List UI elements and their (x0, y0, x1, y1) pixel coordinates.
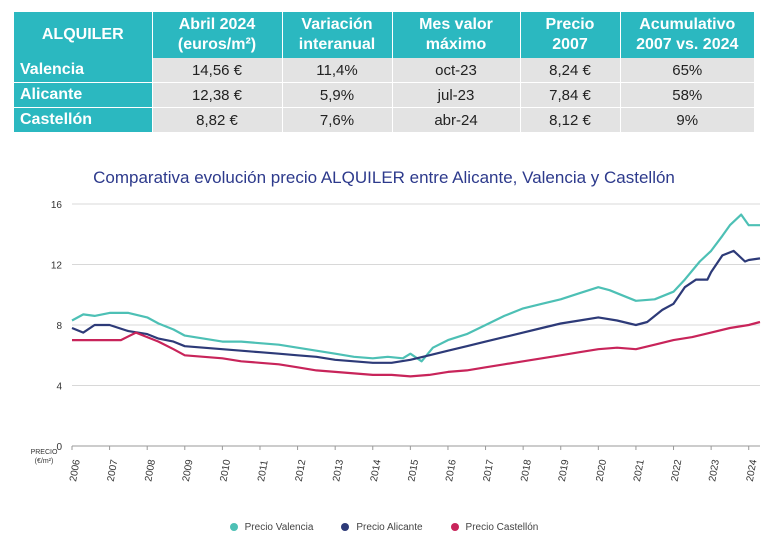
y-axis-label: (€/m²) (35, 458, 54, 465)
row-price: 8,82 € (152, 107, 283, 133)
x-tick-label: 2021 (632, 458, 647, 482)
series-line (71, 249, 761, 364)
x-tick-label: 2022 (670, 458, 685, 482)
legend-label: Precio Castellón (465, 522, 539, 533)
row-max-month: abr-24 (392, 107, 521, 133)
x-tick-label: 2008 (143, 458, 158, 482)
legend-dot-icon (450, 523, 459, 532)
legend-dot-icon (341, 523, 350, 532)
chart-title: Comparativa evolución precio ALQUILER en… (93, 168, 675, 187)
row-cumulative: 9% (620, 107, 754, 133)
row-price-2007: 8,12 € (520, 107, 621, 133)
x-tick-label: 2023 (707, 458, 722, 482)
x-tick-label: 2016 (444, 458, 459, 482)
y-tick-label: 0 (56, 442, 62, 453)
legend-label: Precio Valencia (244, 522, 314, 533)
table-header-row: ALQUILER Abril 2024 (euros/m²) Variación… (14, 12, 754, 58)
legend-label: Precio Alicante (356, 522, 423, 533)
x-tick-label: 2011 (256, 459, 271, 483)
x-tick-label: 2015 (406, 458, 421, 482)
x-tick-label: 2006 (68, 458, 83, 482)
header-price-2007: Precio 2007 (520, 12, 621, 58)
y-tick-label: 8 (56, 321, 62, 332)
series-line (71, 213, 760, 363)
x-tick-label: 2009 (181, 458, 196, 482)
header-cumulative: Acumulativo 2007 vs. 2024 (620, 12, 754, 58)
table-row: Valencia 14,56 € 11,4% oct-23 8,24 € 65% (14, 58, 754, 83)
row-cumulative: 58% (620, 82, 754, 108)
row-variation: 11,4% (282, 58, 393, 83)
legend-item: Precio Alicante (341, 522, 423, 533)
row-price: 12,38 € (152, 82, 283, 108)
x-tick-label: 2018 (519, 458, 534, 482)
table-row: Alicante 12,38 € 5,9% jul-23 7,84 € 58% (14, 82, 754, 108)
x-tick-label: 2024 (745, 458, 760, 482)
table-row: Castellón 8,82 € 7,6% abr-24 8,12 € 9% (14, 107, 754, 133)
header-april-price: Abril 2024 (euros/m²) (152, 12, 283, 58)
y-tick-label: 12 (51, 261, 63, 272)
row-price-2007: 8,24 € (520, 58, 621, 83)
row-city: Valencia (14, 58, 153, 83)
legend-item: Precio Castellón (450, 522, 539, 533)
rent-price-line-chart: 0 4 8 12 16 PRECIO (€/m²) 2006 2007 2008 2009 2010 2… (31, 200, 761, 483)
x-tick-label: 2012 (294, 458, 309, 482)
x-tick-label: 2014 (369, 458, 384, 482)
row-cumulative: 65% (620, 58, 754, 83)
x-tick-label: 2010 (219, 458, 234, 482)
row-price-2007: 7,84 € (520, 82, 621, 108)
row-max-month: jul-23 (392, 82, 521, 108)
row-city: Alicante (14, 82, 153, 108)
x-tick-label: 2020 (594, 458, 609, 482)
row-city: Castellón (14, 107, 153, 133)
chart-legend: Precio Valencia Precio Alicante Precio Cas… (0, 522, 768, 533)
header-variation: Variación interanual (282, 12, 393, 58)
rent-summary-table: ALQUILER Abril 2024 (euros/m²) Variación… (14, 12, 754, 133)
row-variation: 5,9% (282, 82, 393, 108)
series-line (72, 320, 761, 378)
x-tick-label: 2017 (482, 458, 497, 482)
x-tick-label: 2007 (106, 458, 121, 482)
row-variation: 7,6% (282, 107, 393, 133)
row-price: 14,56 € (152, 58, 283, 83)
header-max-month: Mes valor máximo (392, 12, 521, 58)
y-tick-label: 16 (51, 200, 63, 211)
x-tick-label: 2013 (331, 458, 346, 482)
legend-dot-icon (229, 523, 238, 532)
header-alquiler: ALQUILER (14, 12, 153, 58)
y-tick-label: 4 (56, 382, 62, 393)
x-tick-label: 2019 (557, 458, 572, 482)
row-max-month: oct-23 (392, 58, 521, 83)
y-axis-label: PRECIO (31, 449, 58, 456)
legend-item: Precio Valencia (229, 522, 314, 533)
